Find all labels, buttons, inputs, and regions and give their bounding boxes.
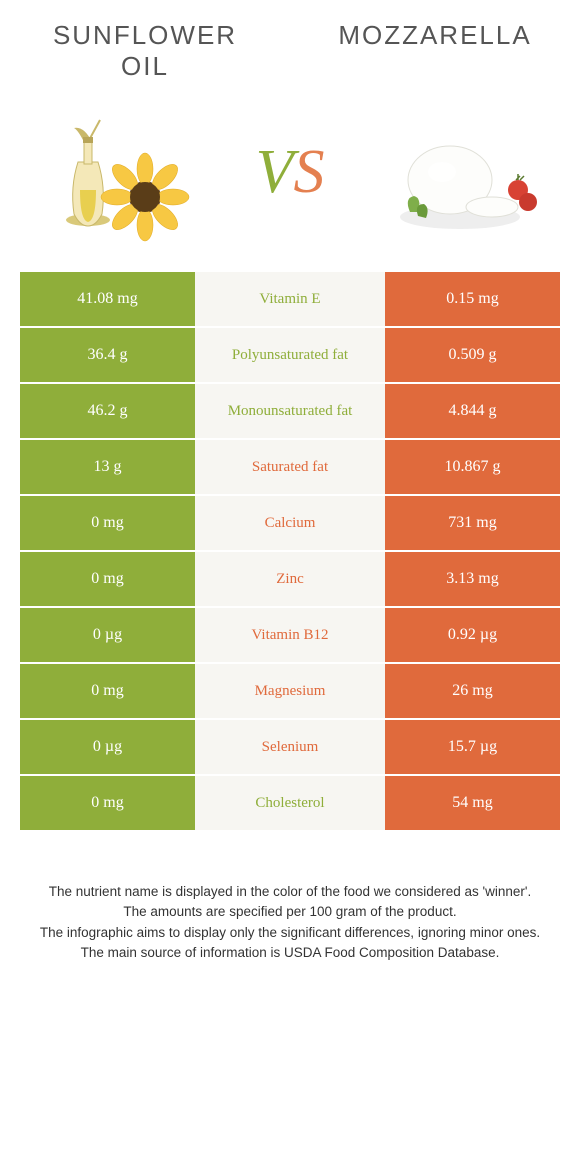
comparison-table: 41.08 mgVitamin E0.15 mg36.4 gPolyunsatu… [20,272,560,832]
footer-line: The nutrient name is displayed in the co… [28,882,552,902]
footer-notes: The nutrient name is displayed in the co… [0,832,580,963]
value-left: 46.2 g [20,384,195,440]
table-row: 41.08 mgVitamin E0.15 mg [20,272,560,328]
nutrient-label: Cholesterol [195,776,385,832]
footer-line: The amounts are specified per 100 gram o… [28,902,552,922]
value-right: 26 mg [385,664,560,720]
nutrient-label: Magnesium [195,664,385,720]
nutrient-label: Zinc [195,552,385,608]
value-left: 0 mg [20,496,195,552]
value-left: 13 g [20,440,195,496]
table-row: 0 mgCalcium731 mg [20,496,560,552]
header: Sunflower oil Mozzarella [0,0,580,92]
value-left: 0 mg [20,552,195,608]
table-row: 36.4 gPolyunsaturated fat0.509 g [20,328,560,384]
value-right: 731 mg [385,496,560,552]
nutrient-label: Polyunsaturated fat [195,328,385,384]
nutrient-label: Selenium [195,720,385,776]
footer-line: The infographic aims to display only the… [28,923,552,943]
value-right: 4.844 g [385,384,560,440]
value-left: 0 mg [20,664,195,720]
nutrient-label: Monounsaturated fat [195,384,385,440]
value-left: 36.4 g [20,328,195,384]
value-left: 0 µg [20,720,195,776]
value-right: 0.509 g [385,328,560,384]
value-left: 41.08 mg [20,272,195,328]
vs-s: S [293,138,324,206]
nutrient-label: Calcium [195,496,385,552]
title-left: Sunflower oil [30,20,260,82]
sunflower-oil-icon [40,102,200,242]
value-left: 0 mg [20,776,195,832]
table-row: 0 mgCholesterol54 mg [20,776,560,832]
value-right: 3.13 mg [385,552,560,608]
table-row: 0 µgSelenium15.7 µg [20,720,560,776]
hero-row: VS [0,92,580,272]
value-right: 0.15 mg [385,272,560,328]
table-row: 0 µgVitamin B120.92 µg [20,608,560,664]
value-right: 54 mg [385,776,560,832]
mozzarella-icon [380,102,540,242]
nutrient-label: Vitamin B12 [195,608,385,664]
table-row: 0 mgMagnesium26 mg [20,664,560,720]
table-row: 13 gSaturated fat10.867 g [20,440,560,496]
value-right: 10.867 g [385,440,560,496]
value-right: 0.92 µg [385,608,560,664]
table-row: 46.2 gMonounsaturated fat4.844 g [20,384,560,440]
vs-label: VS [256,137,325,208]
footer-line: The main source of information is USDA F… [28,943,552,963]
title-right: Mozzarella [320,20,550,51]
vs-v: V [256,138,294,206]
value-left: 0 µg [20,608,195,664]
table-row: 0 mgZinc3.13 mg [20,552,560,608]
nutrient-label: Vitamin E [195,272,385,328]
value-right: 15.7 µg [385,720,560,776]
infographic: Sunflower oil Mozzarella [0,0,580,963]
nutrient-label: Saturated fat [195,440,385,496]
